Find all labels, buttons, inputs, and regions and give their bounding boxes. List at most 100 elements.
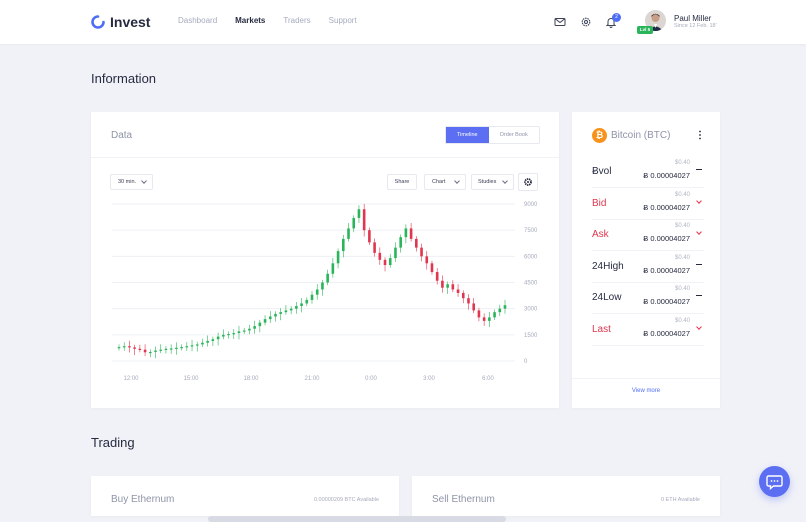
stat-usd-value: $0.40 [674, 191, 690, 198]
nav-traders[interactable]: Traders [283, 16, 311, 25]
candlestick [289, 306, 293, 315]
candlestick [498, 304, 502, 316]
sell-available: 0 ETH Available [660, 497, 700, 503]
candlestick [274, 311, 277, 322]
candlestick [467, 294, 470, 310]
chat-button[interactable] [759, 466, 790, 497]
stat-label: 24Low [592, 292, 622, 303]
bitcoin-stat-row[interactable]: 24High $0.40 Ƀ 0.00004027 [592, 252, 704, 283]
candlestick [295, 302, 298, 314]
stat-usd-value: $0.40 [674, 223, 690, 229]
stat-btc-value: Ƀ 0.00004027 [643, 234, 690, 243]
stat-usd-value: $0.40 [674, 317, 690, 324]
candlestick [477, 307, 481, 322]
candlestick [117, 344, 121, 351]
tab-timeline[interactable]: Timeline [446, 127, 489, 143]
candlestick [352, 215, 356, 233]
bitcoin-stat-row[interactable]: 24Low $0.40 Ƀ 0.00004027 [592, 283, 704, 314]
stat-btc-value: Ƀ 0.00004027 [643, 328, 690, 338]
trend-flat-icon [696, 169, 702, 170]
stat-usd-value: $0.40 [674, 160, 690, 166]
studies-select[interactable]: Studies [471, 174, 514, 190]
y-tick-label: 0 [524, 359, 528, 365]
gear-icon [524, 178, 532, 186]
more-options-icon[interactable] [698, 130, 702, 140]
data-card: Data Timeline Order Book 30 min. Share C… [91, 112, 559, 408]
app-name: Invest [110, 14, 151, 30]
user-name[interactable]: Paul Miller [674, 14, 712, 23]
candlestick [211, 336, 215, 346]
candlestick [331, 257, 335, 278]
candlestick [263, 315, 267, 326]
trading-title: Trading [91, 435, 135, 450]
candlestick [216, 332, 220, 346]
candlestick [253, 320, 256, 334]
candlestick [425, 250, 429, 270]
y-tick-label: 1500 [524, 333, 538, 339]
trend-flat-icon [696, 263, 702, 265]
stat-usd-value: $0.40 [674, 254, 690, 261]
candlestick [451, 280, 455, 293]
x-tick-label: 0:00 [365, 376, 377, 382]
candlestick [461, 290, 465, 304]
y-tick-label: 9000 [524, 202, 538, 208]
stat-label: 24High [592, 260, 624, 272]
trend-down-icon [696, 197, 702, 204]
chart-type-select[interactable]: Chart [424, 174, 466, 190]
bitcoin-icon: ₿ [592, 128, 607, 143]
nav-markets[interactable]: Markets [235, 16, 266, 25]
share-button[interactable]: Share [387, 174, 417, 190]
candlestick [185, 342, 189, 351]
stat-btc-value: Ƀ 0.00004027 [643, 171, 690, 180]
candlestick [368, 227, 371, 245]
y-tick-label: 6000 [524, 254, 538, 260]
interval-select[interactable]: 30 min. [110, 174, 153, 190]
chart-settings-button[interactable] [518, 173, 538, 191]
candlestick [503, 299, 507, 314]
candlestick [310, 290, 314, 304]
nav-support[interactable]: Support [328, 16, 357, 25]
notification-badge: 2 [612, 13, 621, 22]
nav-dashboard[interactable]: Dashboard [178, 16, 218, 25]
stat-label: Ƀvol [592, 166, 612, 177]
candlestick [222, 329, 225, 340]
divider [572, 378, 720, 379]
candlestick [154, 346, 157, 359]
bitcoin-card: ₿ Bitcoin (BTC) Ƀvol $0.40 Ƀ 0.00004027 Bid… [572, 112, 720, 408]
bitcoin-stat-row[interactable]: Last $0.40 Ƀ 0.00004027 [592, 315, 704, 346]
candlestick [430, 260, 434, 275]
bitcoin-stat-row[interactable]: Ƀvol $0.40 Ƀ 0.00004027 [592, 157, 704, 188]
candlestick [435, 268, 439, 285]
data-card-header: Data Timeline Order Book [91, 112, 559, 158]
bitcoin-stat-row[interactable]: Bid $0.40 Ƀ 0.00004027 [592, 189, 704, 220]
sell-card: Sell Ethernum 0 ETH Available [412, 476, 720, 516]
candlestick [446, 281, 449, 295]
top-bar: Invest Dashboard Markets Traders Support… [0, 0, 806, 44]
candlestick [180, 344, 183, 351]
candlestick [347, 223, 350, 242]
buy-available: 0.00000209 BTC Available [313, 497, 379, 503]
trend-flat-icon [696, 295, 702, 296]
price-chart[interactable]: 9000 7500 6000 4500 3000 1500 0 12:00 15:00 18:00… [91, 198, 559, 428]
candlestick [409, 223, 413, 242]
candlestick [122, 342, 126, 351]
sell-title: Sell Ethernum [432, 494, 495, 505]
candlestick [201, 338, 204, 348]
logo[interactable]: Invest [90, 13, 150, 31]
bitcoin-stat-row[interactable]: Ask $0.40 Ƀ 0.00004027 [592, 220, 704, 251]
candlestick [357, 205, 361, 224]
tab-order-book[interactable]: Order Book [499, 132, 528, 138]
information-title: Information [91, 71, 157, 86]
horizontal-scrollbar[interactable] [208, 516, 506, 522]
buy-title: Buy Ethernum [111, 494, 175, 505]
candlestick [399, 234, 402, 253]
gear-icon[interactable] [580, 16, 592, 28]
candlestick [404, 224, 408, 244]
bitcoin-title: Bitcoin (BTC) [611, 130, 671, 141]
stat-label: Ask [592, 229, 609, 240]
view-more-link[interactable]: View more [631, 388, 661, 394]
mail-icon[interactable] [554, 16, 566, 28]
interval-value: 30 min. [118, 179, 137, 185]
candlestick [279, 308, 283, 321]
candlestick [195, 341, 199, 352]
